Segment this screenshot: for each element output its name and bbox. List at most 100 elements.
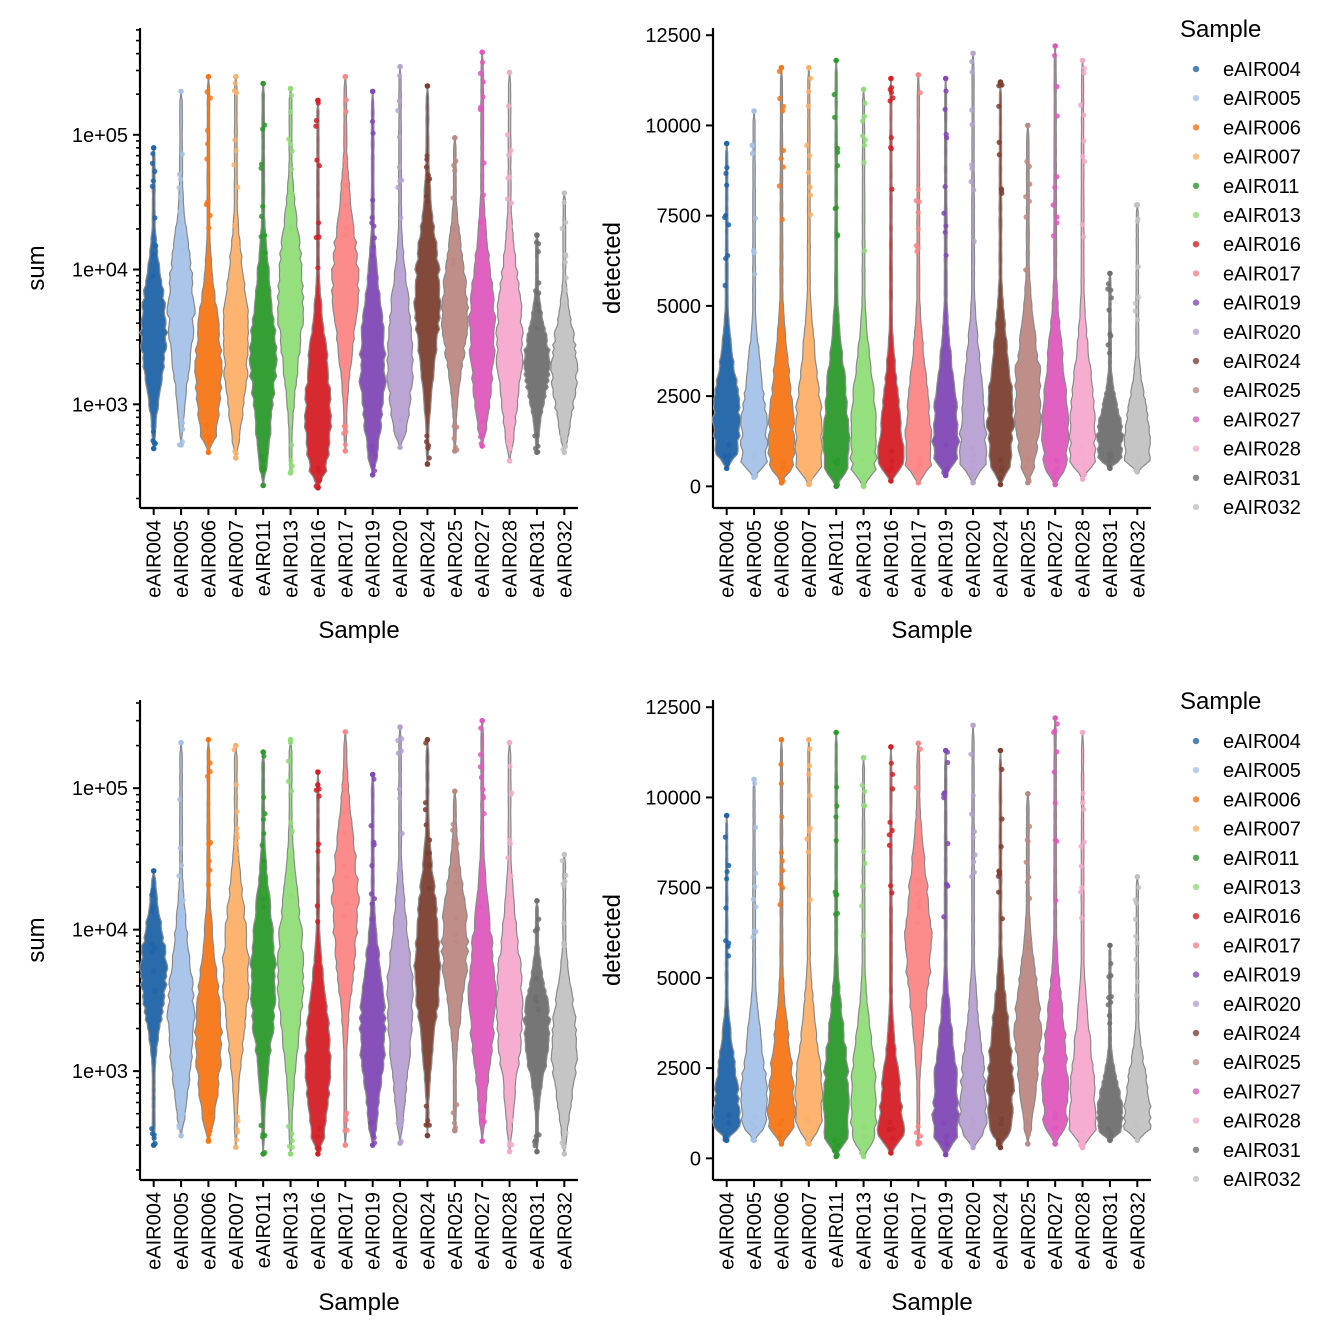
point-eAIR017 bbox=[341, 423, 347, 429]
point-eAIR005 bbox=[179, 247, 186, 253]
point-eAIR024 bbox=[422, 807, 428, 813]
point-eAIR025 bbox=[1023, 859, 1029, 865]
point-eAIR016 bbox=[315, 918, 321, 925]
point-eAIR011 bbox=[260, 203, 266, 209]
point-eAIR017 bbox=[341, 810, 347, 816]
violin-eAIR024 bbox=[413, 85, 442, 465]
point-eAIR013 bbox=[859, 118, 866, 124]
point-eAIR024 bbox=[425, 1118, 431, 1124]
y-axis-title: sum bbox=[23, 245, 50, 290]
point-eAIR016 bbox=[890, 786, 896, 792]
point-eAIR019 bbox=[942, 229, 948, 235]
legend-label-eAIR006: eAIR006 bbox=[1223, 117, 1301, 139]
point-eAIR017 bbox=[916, 462, 923, 468]
point-eAIR020 bbox=[395, 750, 401, 756]
point-eAIR007 bbox=[806, 1118, 812, 1124]
point-eAIR016 bbox=[889, 186, 895, 192]
point-eAIR016 bbox=[315, 469, 321, 475]
min-point-eAIR004 bbox=[150, 1142, 157, 1148]
point-eAIR005 bbox=[178, 862, 185, 868]
point-eAIR013 bbox=[861, 159, 867, 166]
point-eAIR006 bbox=[207, 1109, 214, 1115]
point-eAIR016 bbox=[888, 135, 894, 141]
point-eAIR024 bbox=[426, 862, 432, 868]
legend-key-eAIR017 bbox=[1192, 942, 1200, 949]
point-eAIR005 bbox=[752, 451, 758, 457]
min-point-eAIR006 bbox=[205, 449, 212, 456]
point-eAIR028 bbox=[1081, 807, 1087, 813]
point-eAIR020 bbox=[395, 184, 401, 191]
point-eAIR011 bbox=[833, 911, 839, 917]
point-eAIR011 bbox=[833, 814, 839, 820]
point-eAIR005 bbox=[177, 796, 183, 802]
point-eAIR011 bbox=[261, 858, 267, 864]
min-point-eAIR020 bbox=[970, 479, 976, 486]
x-tick-label: eAIR005 bbox=[744, 520, 766, 598]
point-eAIR025 bbox=[454, 1102, 460, 1108]
point-eAIR013 bbox=[286, 136, 292, 142]
point-eAIR016 bbox=[887, 819, 893, 825]
point-eAIR011 bbox=[258, 213, 265, 219]
point-eAIR032 bbox=[1133, 992, 1140, 998]
x-tick-label: eAIR005 bbox=[744, 1192, 766, 1270]
point-eAIR028 bbox=[507, 445, 513, 451]
point-eAIR019 bbox=[942, 184, 948, 190]
point-eAIR006 bbox=[206, 858, 212, 864]
point-eAIR006 bbox=[207, 769, 213, 775]
min-point-eAIR006 bbox=[778, 1141, 785, 1147]
point-eAIR006 bbox=[779, 216, 785, 222]
legend-label-eAIR019: eAIR019 bbox=[1223, 965, 1301, 987]
point-eAIR016 bbox=[890, 95, 896, 101]
point-eAIR005 bbox=[178, 913, 184, 919]
point-eAIR005 bbox=[177, 209, 183, 215]
point-eAIR027 bbox=[1054, 721, 1060, 727]
min-point-eAIR032 bbox=[561, 449, 568, 456]
point-eAIR027 bbox=[1052, 1110, 1058, 1117]
min-point-eAIR031 bbox=[1107, 465, 1113, 472]
x-tick-label: eAIR017 bbox=[908, 1192, 930, 1270]
point-eAIR004 bbox=[723, 170, 729, 176]
point-eAIR016 bbox=[315, 841, 322, 847]
point-eAIR004 bbox=[723, 905, 729, 911]
legend-label-eAIR028: eAIR028 bbox=[1223, 439, 1301, 461]
y-tick-label: 5000 bbox=[657, 968, 702, 990]
point-eAIR028 bbox=[1081, 839, 1087, 845]
point-eAIR019 bbox=[368, 823, 374, 829]
point-eAIR007 bbox=[804, 836, 810, 842]
point-eAIR019 bbox=[943, 1134, 950, 1140]
point-eAIR031 bbox=[1108, 451, 1114, 457]
point-eAIR013 bbox=[862, 137, 868, 143]
point-eAIR006 bbox=[779, 858, 785, 864]
x-tick-label: eAIR024 bbox=[417, 520, 439, 598]
legend-key-eAIR031 bbox=[1192, 474, 1200, 481]
max-point-eAIR032 bbox=[561, 190, 568, 196]
point-eAIR027 bbox=[480, 795, 486, 801]
legend-title: Sample bbox=[1180, 16, 1261, 43]
point-eAIR020 bbox=[397, 795, 403, 802]
point-eAIR007 bbox=[804, 142, 810, 148]
x-tick-label: eAIR028 bbox=[1073, 1192, 1095, 1270]
x-tick-label: eAIR020 bbox=[963, 1192, 985, 1270]
max-point-eAIR031 bbox=[534, 232, 540, 238]
point-eAIR013 bbox=[288, 442, 295, 448]
min-point-eAIR032 bbox=[1134, 469, 1141, 475]
point-eAIR020 bbox=[969, 1116, 976, 1122]
x-tick-label: eAIR006 bbox=[198, 520, 220, 598]
point-eAIR032 bbox=[561, 199, 567, 205]
point-eAIR032 bbox=[562, 444, 568, 450]
violin-eAIR028 bbox=[495, 71, 524, 462]
point-eAIR032 bbox=[1136, 884, 1142, 891]
point-eAIR027 bbox=[1050, 233, 1057, 239]
point-eAIR006 bbox=[204, 423, 210, 429]
point-eAIR017 bbox=[341, 783, 348, 789]
point-eAIR011 bbox=[831, 1137, 837, 1144]
point-eAIR027 bbox=[1054, 749, 1060, 755]
point-eAIR017 bbox=[913, 1130, 920, 1136]
point-eAIR031 bbox=[1106, 974, 1112, 980]
violin-eAIR011 bbox=[248, 82, 278, 486]
x-axis-title: Sample bbox=[318, 617, 399, 644]
point-eAIR005 bbox=[180, 1111, 186, 1117]
y-axis-title: detected bbox=[599, 222, 626, 314]
point-eAIR016 bbox=[316, 163, 322, 169]
point-eAIR013 bbox=[289, 148, 295, 154]
